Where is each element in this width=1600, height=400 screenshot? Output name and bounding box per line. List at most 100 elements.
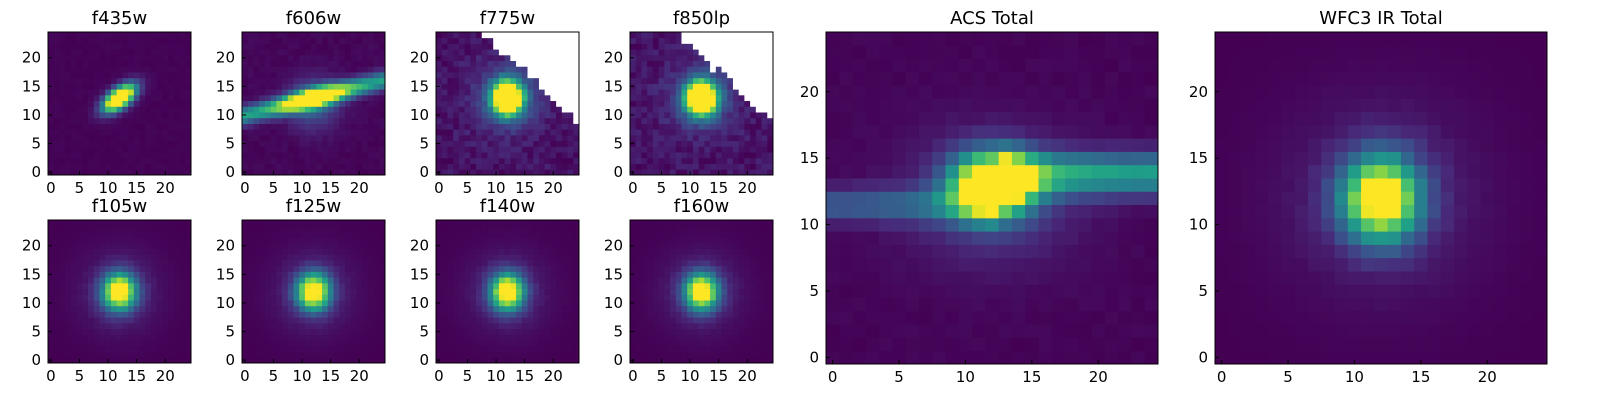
heatmap-cell [88, 300, 95, 307]
heatmap-cell [344, 277, 352, 284]
heatmap-cell [162, 271, 169, 278]
heatmap-cell [652, 60, 659, 67]
heatmap-cell [339, 300, 346, 307]
heatmap-cell [755, 294, 762, 301]
heatmap-cell [105, 54, 112, 61]
heatmap-cell [664, 282, 671, 290]
x-tick-label: 20 [350, 367, 369, 385]
heatmap-cell [293, 357, 300, 364]
heatmap-cell [299, 317, 306, 324]
heatmap-cell [538, 311, 546, 318]
heatmap-cell [550, 231, 557, 238]
heatmap-cell [88, 140, 95, 147]
heatmap-cell [133, 311, 140, 318]
heatmap-cell [116, 123, 123, 130]
heatmap-cell [761, 106, 768, 113]
heatmap-cell [242, 157, 249, 164]
heatmap-cell [527, 260, 534, 267]
heatmap-cell [521, 106, 528, 113]
heatmap-cell [350, 231, 357, 238]
heatmap-cell [527, 300, 534, 307]
heatmap-cell [59, 282, 66, 290]
heatmap-cell [344, 300, 352, 307]
heatmap-cell [156, 152, 163, 159]
heatmap-cell [310, 77, 317, 84]
heatmap-cell [362, 83, 369, 90]
heatmap-cell [373, 300, 380, 307]
heatmap-cell [270, 112, 277, 119]
heatmap-cell [538, 357, 546, 364]
heatmap-cell [133, 288, 140, 295]
heatmap-cell [498, 345, 506, 352]
heatmap-cell [48, 60, 55, 67]
heatmap-cell [493, 328, 500, 335]
heatmap-cell [70, 311, 77, 318]
heatmap-cell [630, 260, 637, 267]
heatmap-cell [464, 163, 471, 170]
heatmap-cell [293, 94, 300, 102]
heatmap-cell [647, 351, 654, 358]
x-tick-label: 20 [544, 367, 563, 385]
heatmap-cell [738, 129, 745, 136]
heatmap-cell [710, 294, 717, 301]
heatmap-cell [253, 231, 260, 238]
heatmap-cell [481, 152, 488, 159]
heatmap-cell [162, 322, 169, 330]
heatmap-cell [304, 32, 312, 39]
heatmap-cell [538, 300, 546, 307]
heatmap-cell [327, 112, 334, 119]
heatmap-cell [567, 305, 574, 312]
heatmap-cell [333, 49, 340, 56]
heatmap-cell [185, 169, 192, 176]
heatmap-cell [630, 72, 637, 79]
heatmap-cell [521, 294, 528, 301]
heatmap-cell [510, 94, 517, 102]
heatmap-cell [487, 152, 494, 159]
heatmap-cell [750, 94, 757, 102]
heatmap-cell [93, 231, 100, 238]
heatmap-cell [635, 112, 642, 119]
heatmap-cell [322, 305, 329, 312]
heatmap-cell [367, 146, 374, 153]
heatmap-cell [767, 49, 774, 56]
heatmap-cell [344, 225, 352, 232]
heatmap-cell [139, 129, 146, 136]
heatmap-cell [110, 129, 118, 136]
heatmap-cell [122, 242, 129, 249]
heatmap-cell [493, 54, 500, 61]
heatmap-cell [282, 66, 289, 73]
heatmap-cell [282, 260, 289, 267]
heatmap-cell [510, 146, 517, 153]
heatmap-cell [379, 220, 386, 227]
heatmap-cell [675, 288, 682, 295]
heatmap-cell [727, 72, 734, 79]
heatmap-cell [556, 271, 563, 278]
heatmap-cell [744, 340, 751, 347]
heatmap-cell [721, 100, 728, 107]
heatmap-cell [470, 357, 477, 364]
heatmap-cell [105, 134, 112, 142]
heatmap-cell [641, 60, 648, 67]
heatmap-cell [458, 123, 465, 130]
heatmap-cell [458, 305, 465, 312]
heatmap-cell [139, 317, 146, 324]
heatmap-cell [481, 66, 488, 73]
heatmap-cell [122, 140, 129, 147]
heatmap-cell [276, 32, 283, 39]
heatmap-cell [105, 49, 112, 56]
heatmap-cell [521, 129, 528, 136]
heatmap-cell [379, 54, 386, 61]
heatmap-cell [264, 322, 271, 330]
heatmap-cell [567, 288, 574, 295]
heatmap-cell [487, 271, 494, 278]
heatmap-cell [322, 282, 329, 290]
heatmap-cell [458, 271, 465, 278]
heatmap-cell [750, 32, 757, 39]
heatmap-cell [316, 242, 323, 249]
heatmap-cell [350, 248, 357, 255]
heatmap-cell [264, 260, 271, 267]
heatmap-cell [527, 37, 534, 44]
heatmap-cell [59, 94, 66, 102]
heatmap-cell [470, 231, 477, 238]
heatmap-cell [122, 112, 129, 119]
